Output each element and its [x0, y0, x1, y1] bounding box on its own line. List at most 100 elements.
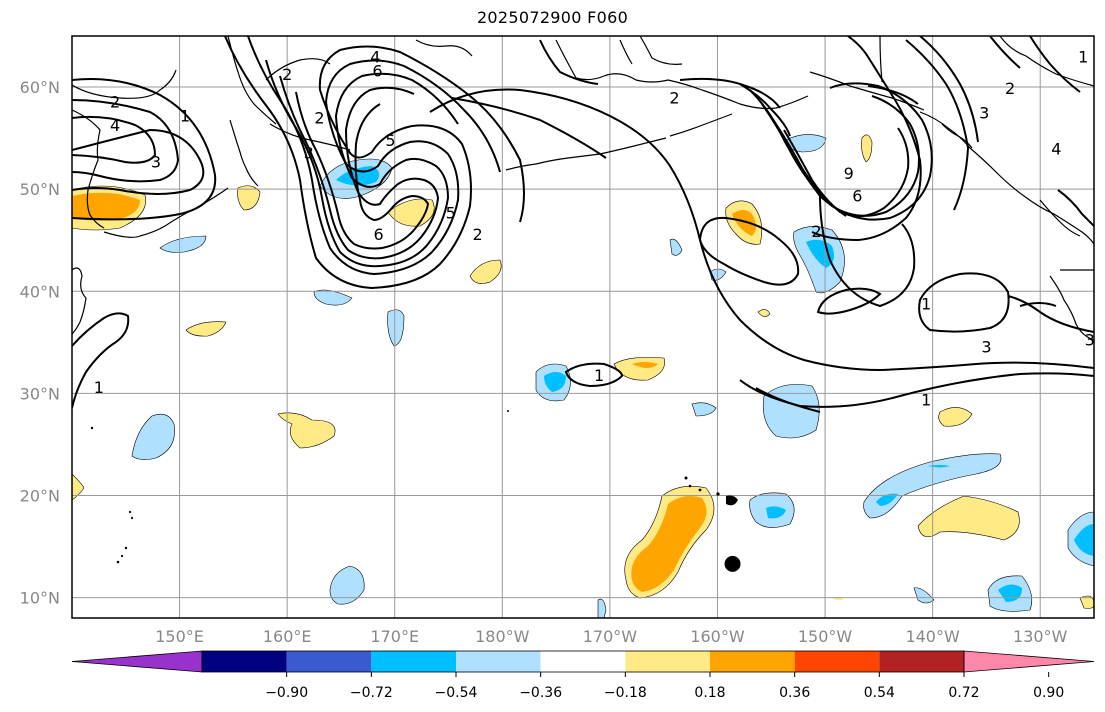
- shade-negative: [669, 238, 683, 256]
- contour-label: 1: [921, 295, 931, 314]
- contour-label: 1: [94, 378, 104, 397]
- contour-label: 3: [151, 153, 161, 172]
- colorbar-tick-label: 0.36: [779, 685, 810, 701]
- contour-label: 3: [1085, 330, 1095, 349]
- colorbar-tick-label: −0.72: [350, 685, 393, 701]
- lon-tick-label: 130°W: [1013, 627, 1068, 646]
- contour-label: 2: [282, 65, 292, 84]
- colorbar-segment: [540, 651, 626, 672]
- lon-tick-label: 170°W: [583, 627, 638, 646]
- contour-label: 4: [370, 47, 380, 66]
- location-marker: [724, 555, 741, 572]
- lat-tick-label: 20°N: [20, 486, 60, 505]
- colorbar-extend-min: [71, 650, 203, 673]
- anomaly-shading: [72, 134, 1094, 618]
- lon-tick-label: 180°W: [475, 627, 530, 646]
- contour-label: 5: [446, 204, 456, 223]
- shade-negative: [1074, 524, 1094, 556]
- colorbar-segments: [71, 650, 1095, 677]
- map-gridlines: [72, 36, 1094, 618]
- colorbar-tick-label: 0.18: [694, 685, 725, 701]
- colorbar-segment: [879, 651, 964, 672]
- shade-positive: [861, 134, 873, 163]
- lon-tick-label: 160°E: [263, 627, 312, 646]
- lon-tick-label: 140°W: [905, 627, 960, 646]
- shade-negative: [863, 453, 1002, 519]
- colorbar-tick-label: −0.90: [265, 685, 308, 701]
- shade-positive: [757, 309, 771, 317]
- colorbar-segment: [371, 651, 456, 672]
- colorbar-segment: [286, 651, 372, 672]
- shade-positive: [185, 321, 227, 337]
- shade-positive: [632, 362, 658, 368]
- colorbar-segment: [456, 651, 541, 672]
- contour-label: 3: [981, 337, 991, 356]
- contour-label: 3: [979, 104, 989, 123]
- shade-negative: [313, 289, 353, 306]
- contour-label: 5: [385, 131, 395, 150]
- colorbar-labels: −0.90 −0.72 −0.54 −0.36 −0.18 0.18 0.36 0.54 0.7…: [265, 685, 1064, 701]
- contour-label: 1: [921, 390, 931, 409]
- contour-label: 4: [1051, 139, 1061, 158]
- shade-negative: [766, 506, 786, 519]
- contour-label: 2: [1005, 79, 1015, 98]
- contour-label: 2: [811, 222, 821, 241]
- shade-positive: [917, 495, 1020, 541]
- lon-tick-label: 150°W: [798, 627, 853, 646]
- lat-tick-label: 10°N: [20, 589, 60, 608]
- shade-negative: [544, 372, 566, 392]
- colorbar-segment: [794, 651, 880, 672]
- contour-label: 3: [304, 143, 314, 162]
- lat-tick-label: 30°N: [20, 384, 60, 403]
- longitude-labels: 150°E 160°E 170°E 180°W 170°W 160°W 150°W 140°W…: [155, 627, 1067, 646]
- map-title: 2025072900 F060: [476, 8, 629, 27]
- shade-positive: [469, 259, 502, 284]
- contour-label: 1: [1078, 47, 1088, 66]
- shade-negative: [329, 565, 365, 605]
- shade-negative: [691, 402, 717, 417]
- colorbar-tick-label: −0.36: [519, 685, 562, 701]
- shade-negative: [597, 598, 607, 618]
- shade-positive: [277, 412, 336, 449]
- colorbar-tick-label: 0.72: [948, 685, 979, 701]
- contour-label: 2: [314, 109, 324, 128]
- colorbar-tick-label: 0.54: [864, 685, 895, 701]
- islands: [90, 410, 738, 564]
- lat-tick-label: 60°N: [20, 78, 60, 97]
- contour-label: 6: [852, 186, 862, 205]
- contour-label: 6: [374, 225, 384, 244]
- contour-label: 2: [110, 92, 120, 111]
- shade-positive: [938, 407, 973, 427]
- contour-label: 1: [180, 107, 190, 126]
- colorbar-segment: [625, 651, 710, 672]
- colorbar-segment: [202, 651, 287, 672]
- lon-tick-label: 170°E: [370, 627, 419, 646]
- shade-negative: [387, 309, 405, 347]
- colorbar-extend-max: [963, 650, 1095, 673]
- lon-tick-label: 160°W: [690, 627, 745, 646]
- contour-label: 2: [669, 88, 679, 107]
- shade-positive: [72, 473, 85, 501]
- contour-label: 9: [844, 164, 854, 183]
- contour-label: 6: [372, 62, 382, 81]
- shade-negative: [131, 413, 175, 460]
- colorbar-tick-label: −0.54: [435, 685, 478, 701]
- colorbar-segment: [710, 651, 795, 672]
- shade-positive: [237, 185, 261, 211]
- colorbar-tick-label: −0.18: [604, 685, 647, 701]
- shade-positive: [732, 210, 756, 236]
- contour-label: 1: [594, 366, 604, 385]
- shade-positive: [631, 496, 707, 592]
- map-frame: [71, 35, 1095, 619]
- shade-negative: [876, 493, 898, 506]
- lon-tick-label: 150°E: [155, 627, 204, 646]
- lat-tick-label: 50°N: [20, 180, 60, 199]
- colorbar-tick-label: 0.90: [1033, 685, 1064, 701]
- colorbar-outline: [201, 650, 965, 673]
- shade-negative: [913, 587, 935, 604]
- lat-tick-label: 40°N: [20, 282, 60, 301]
- contour-label: 2: [472, 225, 482, 244]
